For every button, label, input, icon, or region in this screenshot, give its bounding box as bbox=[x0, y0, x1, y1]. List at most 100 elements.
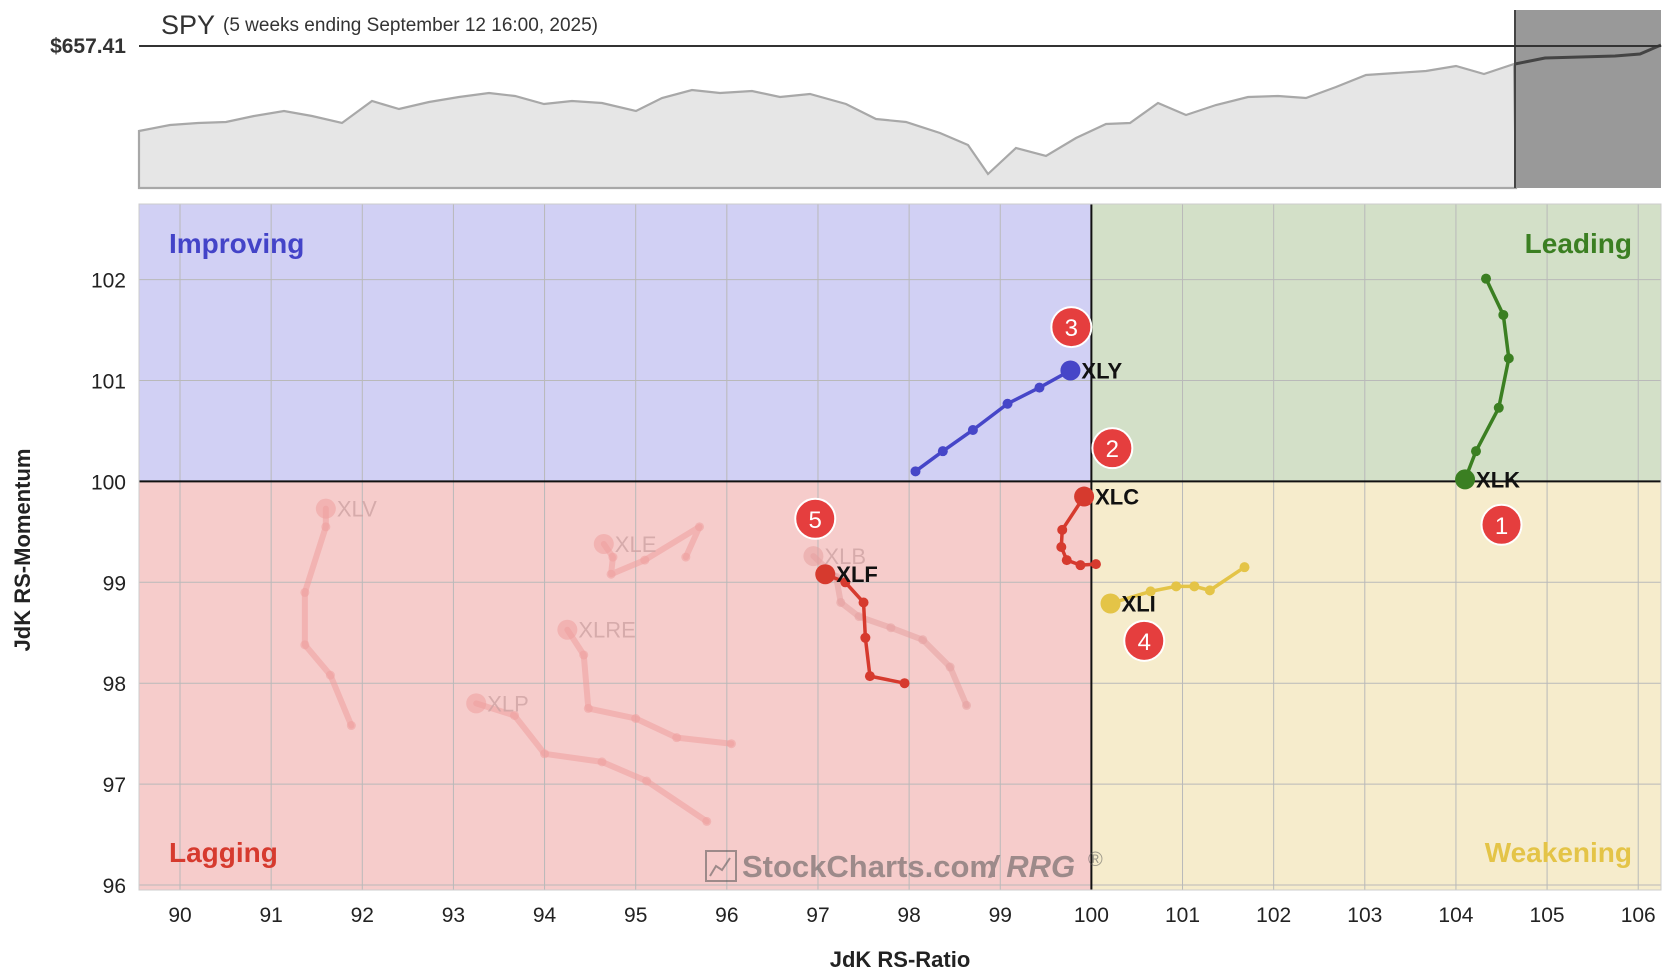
trail-xlb[interactable]: XLB bbox=[803, 544, 972, 710]
trail-point bbox=[886, 623, 896, 633]
leading-label: Leading bbox=[1525, 228, 1632, 259]
sector-trails: XLB XLV XLE XLRE XLP XLK XLY XLC XLI XLF bbox=[300, 273, 1520, 826]
trail-point bbox=[962, 700, 972, 710]
trail-point bbox=[918, 635, 928, 645]
trail-point bbox=[1034, 382, 1045, 393]
x-tick-label: 91 bbox=[259, 904, 282, 927]
trail-xlk[interactable]: XLK bbox=[1455, 273, 1520, 493]
y-axis-title: JdK RS-Momentum bbox=[10, 449, 35, 652]
y-tick-label: 97 bbox=[103, 774, 126, 797]
trail-point bbox=[1090, 559, 1101, 570]
trail-line-xly bbox=[913, 368, 1073, 474]
trail-head-xlv[interactable] bbox=[315, 498, 336, 519]
callout-number: 4 bbox=[1138, 629, 1151, 656]
trail-head-xlp[interactable] bbox=[466, 693, 487, 714]
callout-marker-4: 4 bbox=[1123, 619, 1166, 662]
x-tick-label: 97 bbox=[806, 904, 829, 927]
trail-point bbox=[1171, 581, 1182, 592]
trail-point bbox=[631, 714, 641, 723]
trail-point bbox=[858, 597, 869, 608]
trail-point bbox=[1204, 585, 1215, 596]
trail-label-xlf: XLF bbox=[836, 562, 878, 587]
trail-head-xlf[interactable] bbox=[815, 564, 836, 585]
trail-label-xle: XLE bbox=[615, 532, 657, 557]
callout-number: 1 bbox=[1495, 513, 1508, 540]
trail-line-xlre bbox=[564, 626, 735, 747]
callout-circle bbox=[1480, 503, 1523, 546]
trail-point bbox=[325, 670, 335, 680]
x-tick-label: 99 bbox=[989, 904, 1012, 927]
trail-head-xlre[interactable] bbox=[557, 619, 578, 640]
trail-point bbox=[1056, 542, 1067, 552]
trail-point bbox=[967, 424, 978, 435]
trail-label-xlv: XLV bbox=[337, 497, 377, 522]
watermark-suffix: / RRG bbox=[987, 849, 1075, 884]
trail-line-xli bbox=[1108, 565, 1247, 606]
x-axis-ticks: 90 91 92 93 94 95 96 97 98 99 100 101 102 103 104 105 10… bbox=[168, 904, 1655, 927]
callout-number: 5 bbox=[809, 507, 822, 534]
trail-point bbox=[1239, 562, 1250, 573]
x-tick-label: 106 bbox=[1621, 904, 1656, 927]
trail-xly[interactable]: XLY bbox=[910, 358, 1123, 477]
trail-point bbox=[606, 569, 616, 579]
trail-point bbox=[509, 710, 519, 720]
trail-head-xlb[interactable] bbox=[803, 546, 824, 567]
trail-point bbox=[642, 776, 652, 786]
trail-point bbox=[346, 721, 356, 731]
trail-xlc[interactable]: XLC bbox=[1056, 485, 1139, 571]
callout-circle bbox=[1050, 306, 1093, 349]
trail-head-xly[interactable] bbox=[1060, 360, 1081, 381]
trail-point bbox=[300, 587, 310, 597]
trail-head-xlk[interactable] bbox=[1455, 469, 1476, 490]
trail-point bbox=[640, 555, 650, 565]
trail-point bbox=[597, 757, 607, 767]
plot-border bbox=[138, 203, 1662, 891]
trail-line-xlk bbox=[1463, 276, 1511, 482]
x-tick-label: 104 bbox=[1438, 904, 1473, 927]
x-tick-label: 90 bbox=[168, 904, 191, 927]
callout-circle bbox=[1091, 427, 1134, 470]
trail-xlp[interactable]: XLP bbox=[466, 691, 712, 826]
stockcharts-watermark: StockCharts.com / RRG ® bbox=[705, 849, 1103, 884]
trail-point bbox=[1498, 309, 1509, 320]
trail-xlf[interactable]: XLF bbox=[815, 562, 910, 689]
trail-line-xlp bbox=[473, 700, 710, 825]
trail-point bbox=[937, 446, 948, 457]
logo-chart-line bbox=[709, 857, 731, 877]
trail-point bbox=[579, 650, 589, 660]
trail-label-xlp: XLP bbox=[487, 691, 529, 716]
watermark-mark: ® bbox=[1088, 849, 1103, 871]
improving-label: Improving bbox=[169, 228, 304, 259]
current-week-shade bbox=[1515, 10, 1661, 188]
trail-xli[interactable]: XLI bbox=[1100, 562, 1250, 616]
trail-xle[interactable]: XLE bbox=[593, 522, 704, 579]
x-tick-label: 95 bbox=[624, 904, 647, 927]
callout-marker-1: 1 bbox=[1480, 503, 1523, 546]
trail-xlre[interactable]: XLRE bbox=[557, 618, 736, 749]
callout-circle bbox=[1123, 619, 1166, 662]
x-tick-label: 98 bbox=[897, 904, 920, 927]
trail-point bbox=[672, 733, 682, 743]
x-axis-title: JdK RS-Ratio bbox=[830, 947, 971, 972]
trail-head-xle[interactable] bbox=[593, 533, 614, 554]
trail-point bbox=[864, 671, 875, 682]
improving-quadrant bbox=[139, 204, 1092, 482]
price-area bbox=[137, 62, 1518, 190]
plot-area: Improving Leading Lagging Weakening Stoc… bbox=[138, 203, 1662, 891]
callout-markers: 1 2 3 4 5 bbox=[794, 306, 1523, 662]
trail-point bbox=[300, 640, 310, 650]
trail-point bbox=[945, 662, 955, 672]
x-tick-label: 93 bbox=[442, 904, 465, 927]
trail-head-xli[interactable] bbox=[1100, 593, 1121, 614]
x-tick-label: 100 bbox=[1074, 904, 1109, 927]
trail-head-xlc[interactable] bbox=[1074, 486, 1095, 507]
x-tick-label: 105 bbox=[1530, 904, 1565, 927]
leading-quadrant bbox=[1091, 204, 1661, 482]
trail-point bbox=[726, 739, 736, 749]
trail-label-xlk: XLK bbox=[1476, 467, 1520, 492]
trail-label-xly: XLY bbox=[1081, 358, 1122, 383]
trail-point bbox=[860, 632, 871, 643]
trail-point bbox=[583, 703, 593, 713]
trail-xlv[interactable]: XLV bbox=[300, 497, 377, 731]
